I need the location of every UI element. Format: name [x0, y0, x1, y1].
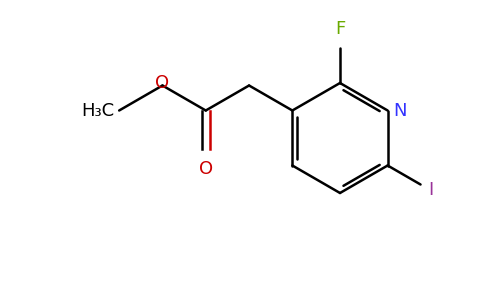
Text: F: F [335, 20, 345, 38]
Text: O: O [199, 160, 213, 178]
Text: H₃C: H₃C [81, 101, 114, 119]
Text: N: N [393, 101, 407, 119]
Text: I: I [428, 181, 434, 199]
Text: O: O [155, 74, 169, 92]
